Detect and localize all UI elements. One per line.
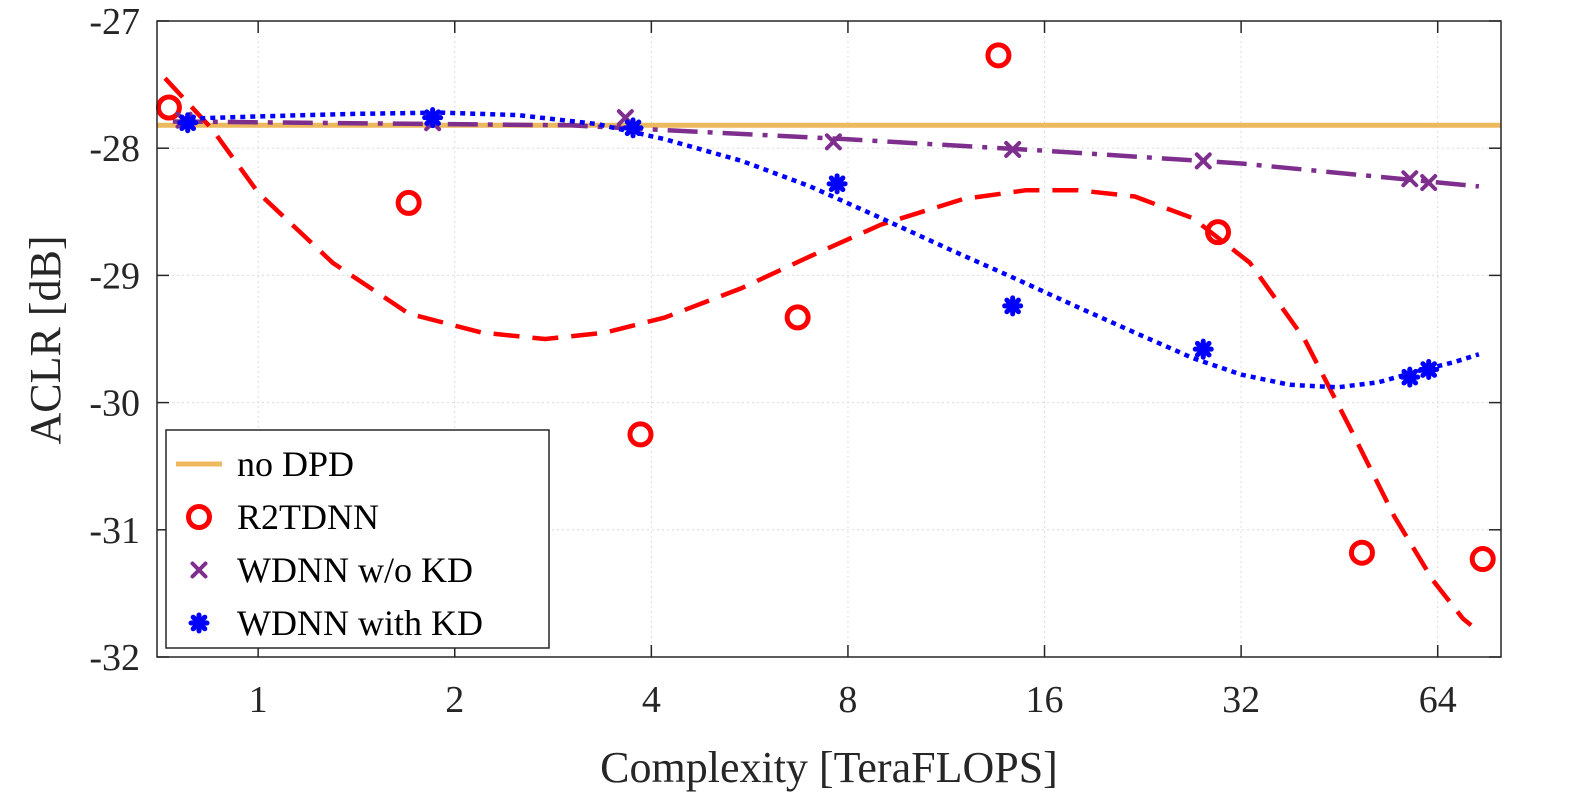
r2tdnn-fit-curve <box>163 76 1473 627</box>
wdnn-w-o-kd-point <box>1004 140 1022 158</box>
legend-label-no-dpd: no DPD <box>237 444 354 484</box>
r2tdnn-point <box>1469 546 1496 573</box>
y-axis-ticks: -27 -28 -29 -30 -31 -32 <box>89 1 1501 679</box>
x-axis-title: Complexity [TeraFLOPS] <box>600 743 1058 792</box>
wdnn-with-kd-point <box>1399 366 1421 388</box>
wdnn-with-kd-point <box>1002 295 1024 317</box>
y-tick-label: -30 <box>89 383 140 425</box>
x-tick-label: 4 <box>642 679 661 721</box>
wdnn-with-kd-point <box>1192 338 1214 360</box>
y-axis-title: ACLR [dB] <box>21 236 70 445</box>
x-tick-label: 32 <box>1222 679 1260 721</box>
wdnn-w-o-kd-point <box>1401 170 1419 188</box>
legend-label-r2tdnn: R2TDNN <box>237 497 379 537</box>
wdnn-w-o-kd-point <box>1420 174 1438 192</box>
y-tick-label: -32 <box>89 637 140 679</box>
x-tick-label: 1 <box>249 679 268 721</box>
legend-swatch-r2tdnn <box>186 504 212 530</box>
wdnn-w-o-kd-point <box>1194 152 1212 170</box>
wdnn-w-o-kd-point <box>824 133 842 151</box>
y-tick-label: -27 <box>89 1 140 43</box>
legend: no DPD R2TDNN WDNN w/o KD WDNN with KD <box>165 429 550 649</box>
r2tdnn-point <box>395 189 422 216</box>
legend-label-wdnn-w-o-kd: WDNN w/o KD <box>237 550 473 590</box>
x-tick-label: 8 <box>838 679 857 721</box>
legend-swatch-wdnn-w-o-kd <box>190 561 208 579</box>
axes-box <box>156 20 1502 658</box>
r2tdnn-point <box>1348 539 1375 566</box>
fit-curves <box>157 76 1501 627</box>
legend-swatch-wdnn-with-kd <box>188 612 210 634</box>
x-tick-label: 2 <box>445 679 464 721</box>
r2tdnn-point <box>155 94 182 121</box>
wdnn-w-o-kd-fit-curve <box>172 119 1480 189</box>
r2tdnn-point <box>985 42 1012 69</box>
legend-label-wdnn-with-kd: WDNN with KD <box>237 603 483 643</box>
r2tdnn-point <box>784 304 811 331</box>
r2tdnn-point <box>627 421 654 448</box>
y-tick-label: -29 <box>89 255 140 297</box>
wdnn-with-kd-point <box>826 173 848 195</box>
x-tick-label: 64 <box>1419 679 1457 721</box>
wdnn-with-kd-point <box>1418 359 1440 381</box>
wdnn-with-kd-point <box>422 107 444 129</box>
x-tick-label: 16 <box>1026 679 1064 721</box>
x-axis-ticks: 1 2 4 8 16 32 64 <box>249 21 1457 721</box>
r2tdnn-point <box>1205 219 1232 246</box>
wdnn-with-kd-point <box>622 117 644 139</box>
wdnn-with-kd-fit-curve <box>180 110 1480 390</box>
y-tick-label: -31 <box>89 510 140 552</box>
wdnn-with-kd-point <box>177 112 199 134</box>
data-markers <box>155 42 1496 573</box>
y-tick-label: -28 <box>89 128 140 170</box>
legend-box <box>165 429 550 649</box>
